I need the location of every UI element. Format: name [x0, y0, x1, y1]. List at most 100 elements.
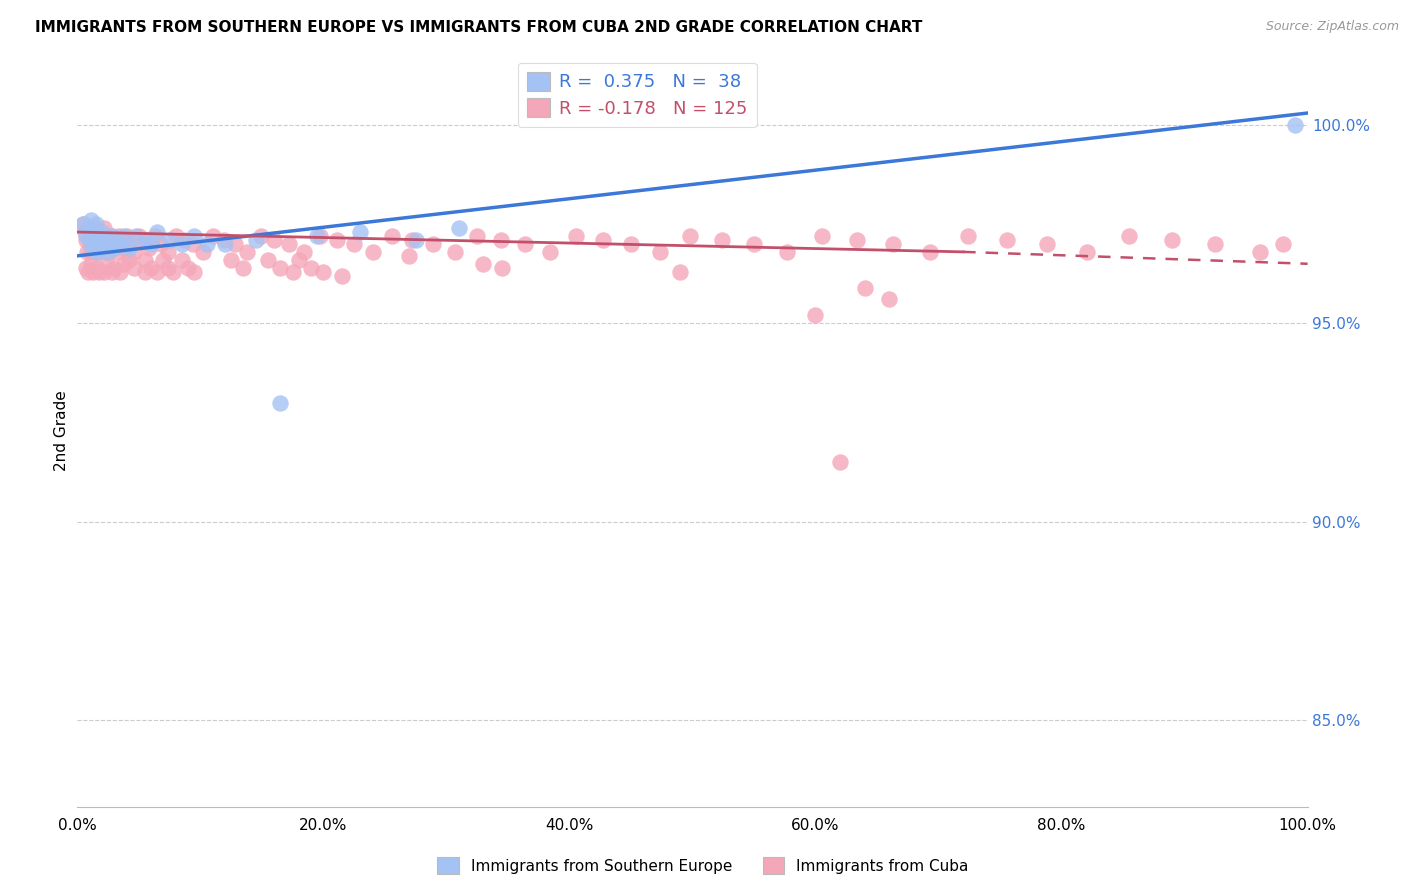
- Point: [224, 236, 246, 251]
- Point: [80, 244, 103, 259]
- Point: [1076, 244, 1098, 259]
- Point: [80, 257, 103, 271]
- Point: [73, 225, 96, 239]
- Point: [491, 260, 513, 275]
- Point: [101, 229, 124, 244]
- Point: [111, 233, 132, 247]
- Point: [93, 265, 115, 279]
- Point: [90, 229, 112, 244]
- Point: [87, 229, 110, 244]
- Point: [292, 244, 315, 259]
- Point: [1204, 236, 1226, 251]
- Point: [245, 233, 267, 247]
- Text: IMMIGRANTS FROM SOUTHERN EUROPE VS IMMIGRANTS FROM CUBA 2ND GRADE CORRELATION CH: IMMIGRANTS FROM SOUTHERN EUROPE VS IMMIG…: [35, 20, 922, 35]
- Legend: Immigrants from Southern Europe, Immigrants from Cuba: Immigrants from Southern Europe, Immigra…: [432, 851, 974, 880]
- Point: [77, 221, 100, 235]
- Point: [146, 265, 169, 279]
- Point: [157, 244, 180, 259]
- Point: [398, 249, 420, 263]
- Point: [1161, 233, 1184, 247]
- Point: [128, 229, 150, 244]
- Point: [515, 236, 537, 251]
- Point: [93, 221, 115, 235]
- Point: [75, 233, 97, 247]
- Point: [447, 221, 470, 235]
- Point: [103, 260, 125, 275]
- Point: [1118, 229, 1140, 244]
- Point: [444, 244, 467, 259]
- Point: [83, 221, 105, 235]
- Point: [115, 229, 138, 244]
- Point: [918, 244, 941, 259]
- Point: [96, 257, 118, 271]
- Y-axis label: 2nd Grade: 2nd Grade: [53, 390, 69, 471]
- Point: [170, 252, 193, 267]
- Point: [83, 236, 105, 251]
- Point: [170, 236, 193, 251]
- Point: [249, 229, 271, 244]
- Point: [853, 280, 876, 294]
- Point: [141, 236, 163, 251]
- Point: [120, 236, 142, 251]
- Point: [146, 225, 169, 239]
- Point: [278, 236, 301, 251]
- Point: [263, 233, 285, 247]
- Point: [86, 225, 108, 239]
- Point: [173, 233, 195, 247]
- Point: [288, 252, 311, 267]
- Point: [132, 233, 155, 247]
- Point: [84, 244, 107, 259]
- Point: [79, 236, 101, 251]
- Point: [82, 241, 104, 255]
- Point: [101, 229, 124, 244]
- Point: [997, 233, 1019, 247]
- Point: [90, 225, 114, 239]
- Point: [118, 241, 141, 255]
- Point: [538, 244, 561, 259]
- Point: [489, 233, 512, 247]
- Point: [143, 229, 166, 244]
- Point: [159, 233, 181, 247]
- Point: [810, 229, 832, 244]
- Point: [269, 395, 291, 409]
- Point: [112, 241, 135, 255]
- Point: [101, 265, 124, 279]
- Point: [82, 225, 104, 239]
- Point: [165, 229, 187, 244]
- Point: [214, 236, 236, 251]
- Point: [89, 244, 111, 259]
- Point: [122, 260, 145, 275]
- Point: [97, 236, 120, 251]
- Legend: R =  0.375   N =  38, R = -0.178   N = 125: R = 0.375 N = 38, R = -0.178 N = 125: [517, 62, 756, 127]
- Point: [134, 233, 156, 247]
- Point: [90, 233, 114, 247]
- Point: [281, 265, 304, 279]
- Point: [86, 244, 108, 259]
- Point: [141, 260, 163, 275]
- Point: [177, 260, 200, 275]
- Point: [105, 233, 128, 247]
- Point: [804, 309, 827, 323]
- Point: [72, 217, 94, 231]
- Point: [679, 229, 702, 244]
- Point: [72, 217, 94, 231]
- Point: [257, 252, 280, 267]
- Point: [269, 260, 291, 275]
- Point: [79, 233, 101, 247]
- Point: [307, 229, 329, 244]
- Point: [162, 265, 184, 279]
- Point: [84, 217, 107, 231]
- Point: [212, 233, 235, 247]
- Point: [118, 252, 141, 267]
- Point: [1272, 236, 1295, 251]
- Point: [219, 252, 242, 267]
- Point: [405, 233, 427, 247]
- Point: [669, 265, 692, 279]
- Point: [96, 244, 118, 259]
- Point: [465, 229, 488, 244]
- Point: [125, 229, 148, 244]
- Point: [330, 268, 353, 283]
- Point: [879, 293, 901, 307]
- Point: [86, 260, 108, 275]
- Point: [82, 265, 104, 279]
